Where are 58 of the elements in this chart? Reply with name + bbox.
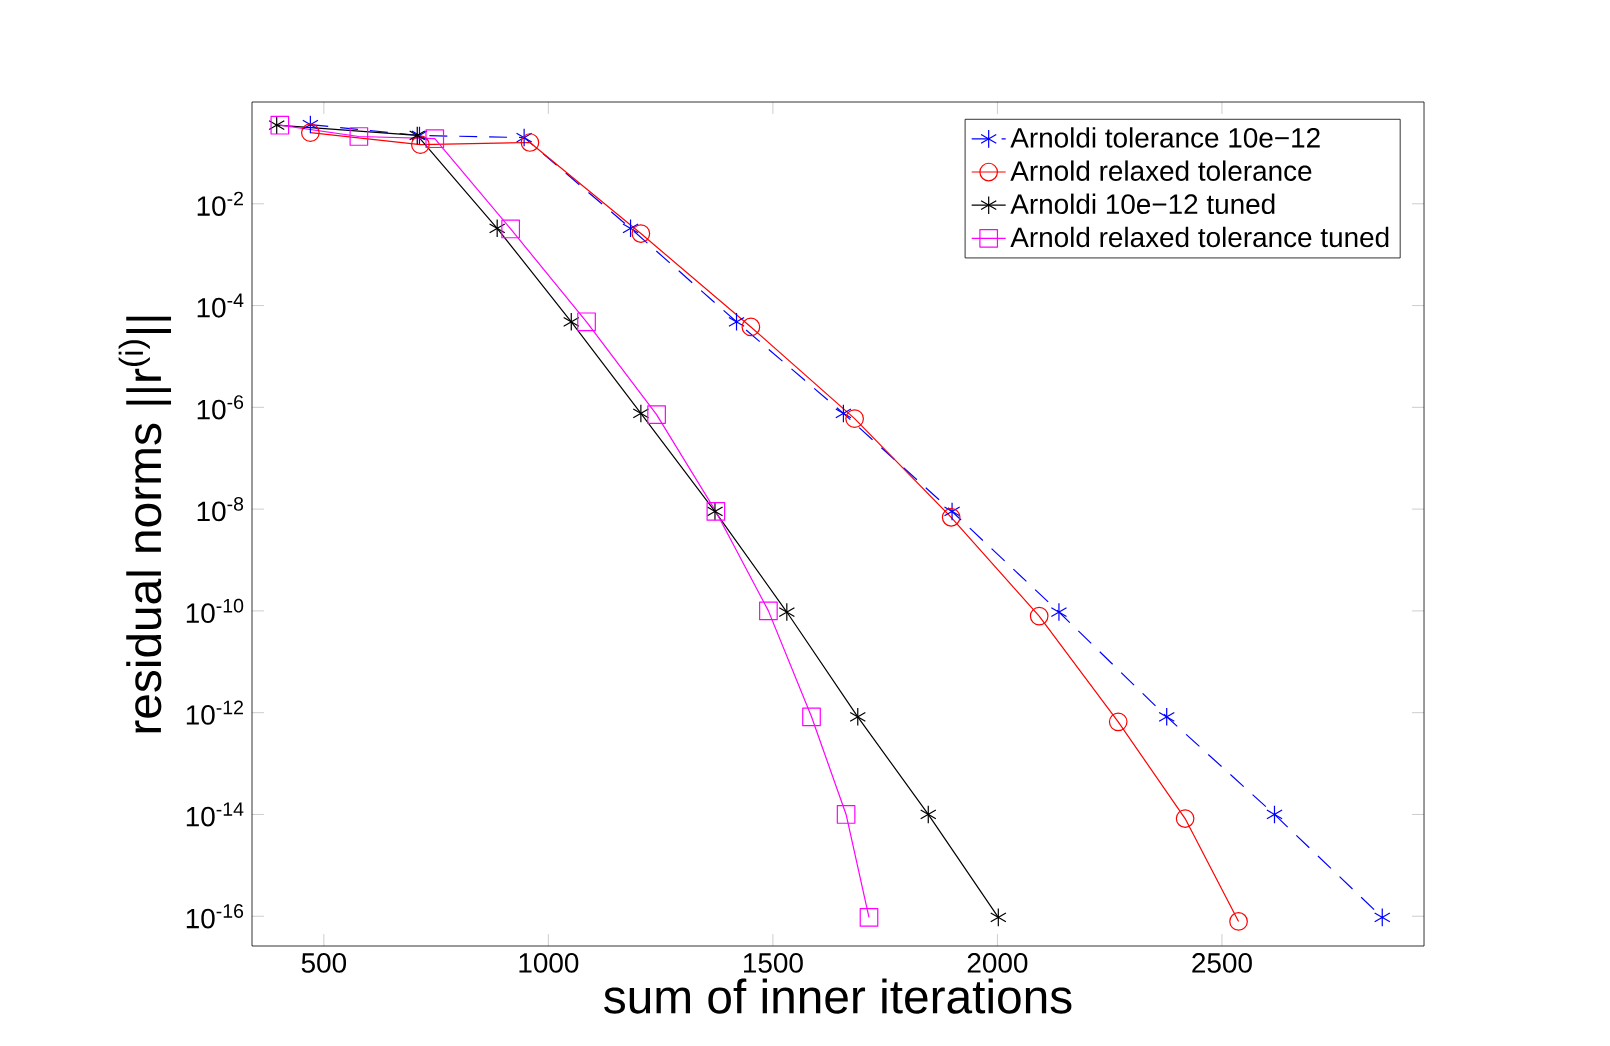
point <box>728 312 745 332</box>
point <box>515 128 533 147</box>
point <box>411 135 430 155</box>
legend-label: Arnold relaxed tolerance <box>1010 160 1312 181</box>
point <box>1108 712 1128 732</box>
point <box>563 312 580 332</box>
point <box>270 115 290 135</box>
point <box>990 908 1007 927</box>
point <box>1374 908 1391 927</box>
y-tick-label: 10$^{-4}$ <box>197 293 244 318</box>
point <box>577 312 596 332</box>
point <box>632 404 650 423</box>
point <box>1029 606 1049 626</box>
point <box>631 224 651 243</box>
point <box>920 805 937 824</box>
point <box>301 123 320 143</box>
point <box>1050 602 1068 622</box>
point <box>622 218 639 238</box>
y-tick-label: 10$^{-14}$ <box>186 802 244 827</box>
y-tick-label: 10$^{-12}$ <box>186 700 243 725</box>
x-tick-label: 500 <box>301 953 347 973</box>
y-tick-label: 10$^{-8}$ <box>197 496 244 522</box>
x-tick-label: 1500 <box>743 953 803 973</box>
point <box>1175 809 1195 828</box>
legend-label: Arnoldi 10e−12 tuned <box>1010 193 1275 215</box>
point <box>1229 912 1248 931</box>
x-tick-label: 1000 <box>519 953 579 973</box>
y-tick-label: 10$^{-10}$ <box>186 598 244 624</box>
point <box>836 805 856 824</box>
point <box>647 405 666 424</box>
point <box>849 707 866 727</box>
y-tick-label: 10$^{-2}$ <box>197 191 243 216</box>
point <box>302 115 319 134</box>
point <box>1266 805 1283 824</box>
point <box>802 707 821 727</box>
y-axis-title: residual norms ||r$^{(i)}$|| <box>118 316 172 733</box>
point <box>941 507 961 527</box>
point <box>349 127 369 146</box>
point <box>741 317 761 337</box>
x-tick-label: 2500 <box>1192 953 1252 973</box>
x-tick-label: 2000 <box>967 953 1028 973</box>
point <box>845 409 864 428</box>
legend-label: Arnold relaxed tolerance tuned <box>1010 226 1389 248</box>
point <box>425 129 445 149</box>
point <box>943 502 961 521</box>
point <box>859 908 879 927</box>
point <box>520 133 540 152</box>
y-tick-label: 10$^{-16}$ <box>186 904 244 929</box>
legend-label: Arnoldi tolerance 10e−12 <box>1010 127 1320 148</box>
point <box>268 115 285 135</box>
point <box>778 602 796 622</box>
point <box>1158 707 1175 727</box>
x-axis-title: sum of inner iterations <box>604 978 1072 1014</box>
point <box>759 601 778 621</box>
point <box>501 219 521 239</box>
point <box>488 218 506 238</box>
point <box>835 404 852 423</box>
y-tick-label: 10$^{-6}$ <box>197 395 244 420</box>
